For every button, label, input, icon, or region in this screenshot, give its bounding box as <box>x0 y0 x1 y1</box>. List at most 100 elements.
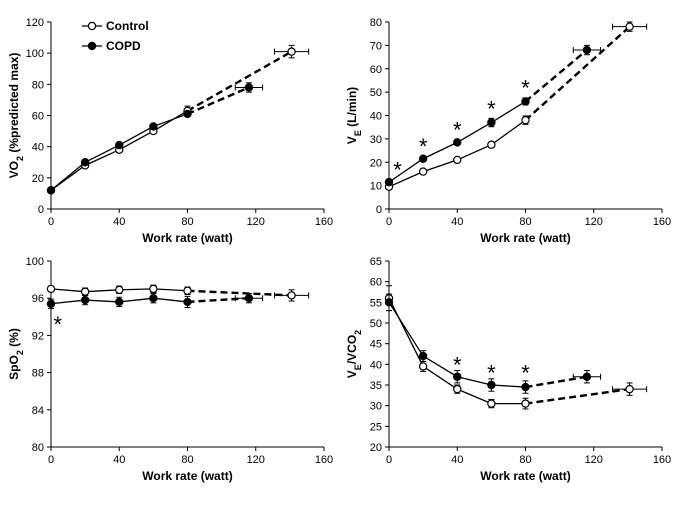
significance-marker: * <box>453 352 462 377</box>
x-tick-label: 0 <box>386 454 392 466</box>
control-point <box>453 155 462 165</box>
copd-point <box>521 382 530 392</box>
y-tick-label: 30 <box>370 401 382 413</box>
control-dashed-line <box>186 50 293 112</box>
control-point <box>80 287 90 296</box>
control-point <box>115 285 124 295</box>
y-tick-label: 35 <box>370 380 382 392</box>
y-tick-label: 60 <box>32 111 44 123</box>
series-copd <box>46 293 264 309</box>
copd-point <box>46 299 56 308</box>
series-copd <box>384 293 602 394</box>
y-tick-label: 20 <box>32 173 44 185</box>
panel-spo2: 0 40 80 120 160 80 84 88 92 96 100 Work rate (watt)… <box>7 256 333 483</box>
significance-marker: * <box>521 361 530 386</box>
x-axis-title: Work rate (watt) <box>142 231 232 245</box>
y-tick-label: 80 <box>370 17 382 29</box>
copd-point <box>46 186 56 195</box>
copd-point <box>244 83 254 92</box>
y-tick-label: 10 <box>370 181 382 193</box>
series-control <box>384 21 648 191</box>
y-tick-label: 50 <box>370 318 382 330</box>
x-axis-title: Work rate (watt) <box>480 469 570 483</box>
significance-marker: * <box>521 75 530 100</box>
copd-point <box>149 294 158 303</box>
control-point <box>46 284 56 294</box>
x-tick-label: 120 <box>585 216 603 228</box>
y-tick-label: 40 <box>32 142 44 154</box>
control-point <box>418 167 428 176</box>
x-tick-label: 40 <box>113 454 125 466</box>
y-tick-label: 30 <box>370 134 382 146</box>
y-axis-title-subscript: E <box>353 364 363 370</box>
y-tick-label: 20 <box>370 157 382 169</box>
y-tick-label: 60 <box>370 277 382 289</box>
copd-point <box>487 118 496 127</box>
y-axis-title-text: VO <box>7 161 21 178</box>
copd-point <box>115 140 124 150</box>
y-tick-label: 20 <box>370 442 382 454</box>
x-tick-label: 80 <box>181 216 193 228</box>
panel-ve_vco2: 0 40 80 120 160 20 25 30 35 40 45 50 55 60 65 Work rate… <box>345 256 671 483</box>
copd-point <box>582 372 592 381</box>
series-copd <box>384 44 602 187</box>
control-point <box>625 384 634 394</box>
x-tick-label: 160 <box>315 216 333 228</box>
y-tick-label: 84 <box>32 405 44 417</box>
significance-marker: * <box>453 118 462 143</box>
significance-marker: * <box>393 157 402 182</box>
y-axis-title-subscript: 2 <box>15 350 25 355</box>
y-tick-label: 80 <box>32 442 44 454</box>
control-point <box>487 140 496 149</box>
y-axis-title: VE (L/min) <box>345 87 363 144</box>
control-dashed-line <box>524 25 631 122</box>
copd-point <box>80 295 90 305</box>
series-copd <box>46 82 264 195</box>
legend-copd-marker <box>87 41 97 51</box>
y-tick-label: 88 <box>32 368 44 380</box>
y-axis-title-text: (%predicted max) <box>7 53 21 156</box>
x-tick-label: 160 <box>315 454 333 466</box>
series-control <box>46 284 310 302</box>
copd-point <box>521 97 530 106</box>
panel-ve: 0 40 80 120 160 0 10 20 30 40 50 60 70 80 Work rate (w… <box>345 17 671 245</box>
y-tick-label: 65 <box>370 256 382 268</box>
control-point <box>149 284 158 294</box>
control-point <box>287 291 296 300</box>
y-axis-title-subscript: E <box>353 130 363 136</box>
x-tick-label: 40 <box>113 216 125 228</box>
copd-point <box>183 297 192 307</box>
control-point <box>521 399 530 408</box>
control-dashed-line <box>187 289 292 297</box>
x-tick-label: 80 <box>181 454 193 466</box>
y-tick-label: 96 <box>32 293 44 305</box>
control-point <box>453 384 462 394</box>
y-axis-title-text: V <box>345 136 359 144</box>
y-tick-label: 40 <box>370 111 382 123</box>
x-tick-label: 0 <box>48 454 54 466</box>
legend-control-marker <box>87 21 97 31</box>
copd-point <box>418 351 428 361</box>
y-axis-title: VE/VCO2 <box>345 330 363 378</box>
legend-copd-label: COPD <box>106 39 141 53</box>
y-tick-label: 0 <box>376 204 382 216</box>
x-axis-title: Work rate (watt) <box>480 231 570 245</box>
x-tick-label: 0 <box>386 216 392 228</box>
copd-point <box>453 138 462 147</box>
series-control <box>384 285 648 410</box>
copd-point <box>115 297 124 307</box>
copd-point <box>149 122 158 131</box>
y-tick-label: 80 <box>32 79 44 91</box>
significance-marker: * <box>419 134 428 159</box>
y-axis-title-text: V <box>345 370 359 378</box>
copd-point <box>244 294 254 303</box>
control-point <box>521 115 530 125</box>
y-tick-label: 70 <box>370 40 382 52</box>
copd-point <box>453 372 462 381</box>
copd-dashed-line <box>524 49 588 103</box>
control-point <box>487 399 496 408</box>
y-tick-label: 45 <box>370 339 382 351</box>
copd-dashed-line <box>187 297 249 304</box>
x-axis-title: Work rate (watt) <box>142 469 232 483</box>
